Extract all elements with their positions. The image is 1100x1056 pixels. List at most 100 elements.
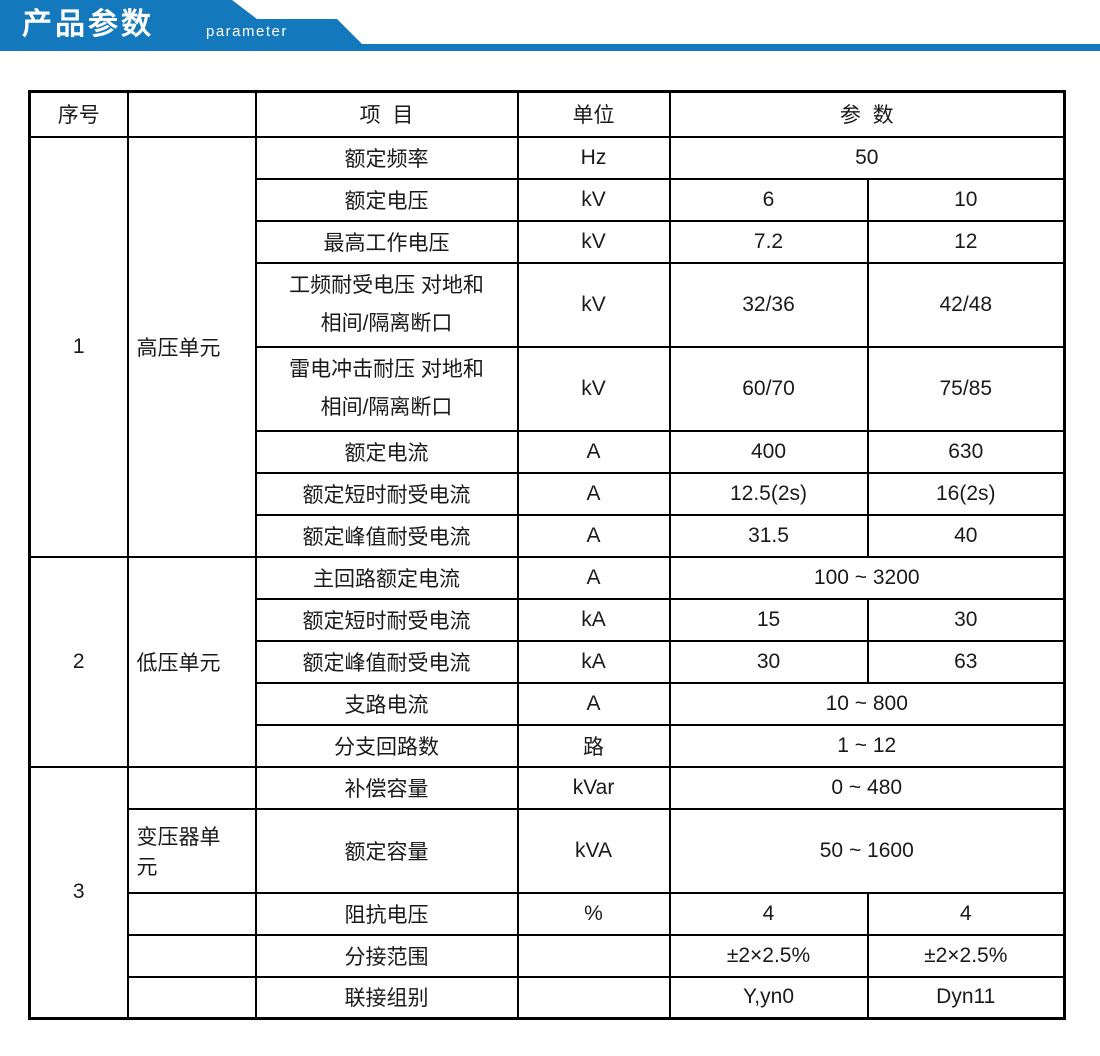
item-cell: 主回路额定电流 [254, 555, 519, 600]
value-cell: 12 [866, 219, 1066, 264]
value-cell: 30 [668, 639, 869, 684]
category-cell: 高压单元 [126, 135, 257, 558]
item-cell: 支路电流 [254, 681, 519, 726]
table-row: 分接范围 ±2×2.5% ±2×2.5% [30, 933, 1066, 978]
header-serial: 序号 [28, 90, 129, 138]
header-category [126, 90, 257, 138]
item-cell: 额定电流 [254, 429, 519, 474]
value-cell: 12.5(2s) [668, 471, 869, 516]
category-cell [126, 933, 257, 978]
value-cell: 4 [866, 891, 1066, 936]
unit-cell: Hz [516, 135, 671, 180]
item-cell: 额定峰值耐受电流 [254, 513, 519, 558]
value-cell: ±2×2.5% [668, 933, 869, 978]
table-row: 额定电流 A 400 630 [30, 429, 1066, 474]
item-cell: 额定容量 [254, 807, 519, 894]
unit-cell: kV [516, 177, 671, 222]
value-cell: 6 [668, 177, 869, 222]
unit-cell: kV [516, 345, 671, 432]
table-row: 2 低压单元 主回路额定电流 A 100 ~ 3200 [28, 555, 1066, 768]
value-cell: 32/36 [668, 261, 869, 348]
item-cell: 雷电冲击耐压 对地和 相间/隔离断口 [254, 345, 519, 432]
value-cell: 30 [866, 597, 1066, 642]
value-cell: Y,yn0 [668, 975, 869, 1020]
page-title: 产品参数 [22, 8, 154, 41]
value-cell: 400 [668, 429, 869, 474]
table-row: 分支回路数 路 1 ~ 12 [30, 723, 1066, 768]
item-cell: 分支回路数 [254, 723, 519, 768]
item-cell: 额定频率 [254, 135, 519, 180]
item-cell: 补偿容量 [254, 765, 519, 810]
table-row: 3 补偿容量 kVar 0 ~ 480 [28, 765, 1066, 1020]
value-cell: 31.5 [668, 513, 869, 558]
value-cell: 42/48 [866, 261, 1066, 348]
table-row: 额定峰值耐受电流 A 31.5 40 [30, 513, 1066, 558]
serial-cell: 1 [28, 135, 129, 558]
page-title-banner: 产品参数 parameter [0, 0, 1100, 52]
value-cell: 63 [866, 639, 1066, 684]
value-cell: 630 [866, 429, 1066, 474]
unit-cell: kA [516, 639, 671, 684]
value-cell: 75/85 [866, 345, 1066, 432]
value-cell: 15 [668, 597, 869, 642]
category-cell [126, 765, 257, 810]
unit-cell: A [516, 681, 671, 726]
value-cell: 7.2 [668, 219, 869, 264]
unit-cell: % [516, 891, 671, 936]
value-cell: 16(2s) [866, 471, 1066, 516]
table-row: 额定电压 kV 6 10 [30, 177, 1066, 222]
banner-shape [0, 0, 1100, 51]
table-row: 额定短时耐受电流 A 12.5(2s) 16(2s) [30, 471, 1066, 516]
table-row: 阻抗电压 % 4 4 [30, 891, 1066, 936]
value-cell: 50 ~ 1600 [668, 807, 1066, 894]
item-cell: 工频耐受电压 对地和 相间/隔离断口 [254, 261, 519, 348]
unit-cell: A [516, 555, 671, 600]
unit-cell [516, 933, 671, 978]
unit-cell: 路 [516, 723, 671, 768]
unit-cell: kV [516, 219, 671, 264]
value-cell: Dyn11 [866, 975, 1066, 1020]
banner-polygon [0, 0, 1100, 51]
table-row: 变压器单元 额定容量 kVA 50 ~ 1600 [30, 807, 1066, 894]
table-row: 支路电流 A 10 ~ 800 [30, 681, 1066, 726]
header-unit: 单位 [516, 90, 671, 138]
unit-cell: A [516, 471, 671, 516]
category-cell: 低压单元 [126, 555, 257, 768]
value-cell: 50 [668, 135, 1066, 180]
serial-cell: 3 [28, 765, 129, 1020]
item-cell: 额定短时耐受电流 [254, 471, 519, 516]
unit-cell [516, 975, 671, 1020]
table-row: 最高工作电压 kV 7.2 12 [30, 219, 1066, 264]
value-cell: 1 ~ 12 [668, 723, 1066, 768]
table-row: 雷电冲击耐压 对地和 相间/隔离断口 kV 60/70 75/85 [30, 345, 1066, 432]
item-cell: 分接范围 [254, 933, 519, 978]
value-cell: 4 [668, 891, 869, 936]
page-subtitle: parameter [206, 23, 288, 40]
table-row: 额定短时耐受电流 kA 15 30 [30, 597, 1066, 642]
value-cell: 40 [866, 513, 1066, 558]
item-cell: 联接组别 [254, 975, 519, 1020]
serial-cell: 2 [28, 555, 129, 768]
table-header-row: 序号 项 目 单位 参 数 [28, 90, 1066, 138]
value-cell: 0 ~ 480 [668, 765, 1066, 810]
header-item: 项 目 [254, 90, 519, 138]
header-param: 参 数 [668, 90, 1066, 138]
unit-cell: kA [516, 597, 671, 642]
value-cell: 100 ~ 3200 [668, 555, 1066, 600]
item-cell: 额定短时耐受电流 [254, 597, 519, 642]
unit-cell: kV [516, 261, 671, 348]
category-cell [126, 891, 257, 936]
item-cell: 最高工作电压 [254, 219, 519, 264]
item-cell: 阻抗电压 [254, 891, 519, 936]
parameter-table: 序号 项 目 单位 参 数 1 高压单元 额定频率 Hz 50 额定电压 kV … [28, 90, 1067, 1020]
value-cell: 60/70 [668, 345, 869, 432]
category-cell [126, 975, 257, 1020]
table-row: 联接组别 Y,yn0 Dyn11 [30, 975, 1066, 1020]
value-cell: 10 [866, 177, 1066, 222]
value-cell: 10 ~ 800 [668, 681, 1066, 726]
value-cell: ±2×2.5% [866, 933, 1066, 978]
item-cell: 额定电压 [254, 177, 519, 222]
category-cell: 变压器单元 [126, 807, 257, 894]
unit-cell: kVA [516, 807, 671, 894]
unit-cell: A [516, 429, 671, 474]
